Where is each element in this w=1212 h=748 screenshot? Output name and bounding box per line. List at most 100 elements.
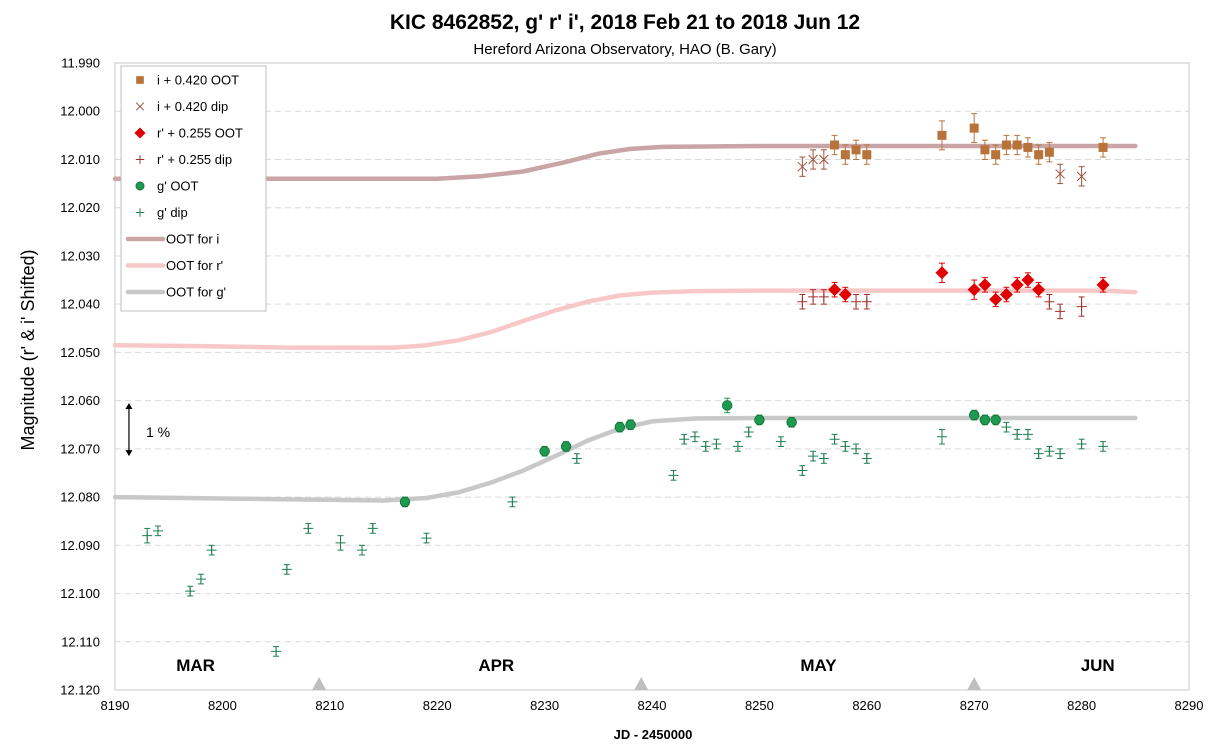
x-tick-label: 8290 — [1175, 698, 1204, 713]
legend-label: OOT for r' — [166, 258, 223, 273]
data-point — [152, 525, 163, 536]
data-point — [357, 545, 368, 556]
series-group — [797, 289, 1087, 320]
data-point — [1055, 306, 1066, 317]
data-point — [808, 154, 818, 165]
data-point — [560, 441, 572, 452]
month-label: APR — [478, 656, 514, 675]
y-tick-label: 12.080 — [60, 490, 100, 505]
data-point — [335, 537, 346, 548]
data-point — [818, 154, 829, 165]
x-tick-label: 8210 — [315, 698, 344, 713]
x-tick-label: 8190 — [101, 698, 130, 713]
data-point — [840, 150, 850, 160]
legend-label: i + 0.420 OOT — [157, 73, 239, 88]
data-point — [679, 434, 690, 445]
data-point — [614, 421, 625, 433]
legend-label: g' OOT — [157, 179, 199, 194]
month-label: MAR — [176, 656, 215, 675]
month-labels: MAR APR MAY JUN — [176, 656, 1115, 675]
data-point — [829, 434, 840, 445]
y-tick-label: 12.010 — [60, 152, 100, 167]
data-point — [1012, 140, 1022, 150]
data-point — [861, 453, 872, 464]
scale-bar: 1 % — [125, 403, 170, 457]
y-tick-label: 12.060 — [60, 393, 100, 408]
legend-label: g' dip — [157, 205, 188, 220]
data-point — [399, 496, 411, 508]
data-point — [936, 431, 947, 442]
plot-area-border — [114, 62, 1190, 691]
gridlines — [115, 110, 1189, 643]
data-point — [1098, 142, 1108, 152]
legend-label: OOT for i — [166, 232, 219, 247]
data-point — [711, 439, 722, 450]
x-tick-label: 8220 — [423, 698, 452, 713]
legend-swatch — [135, 155, 145, 164]
data-marks — [142, 113, 1110, 657]
y-tick-label: 12.110 — [61, 634, 100, 649]
data-point — [1023, 142, 1033, 152]
data-point — [1076, 301, 1087, 312]
y-tick-label: 12.100 — [60, 586, 100, 601]
data-point — [367, 523, 378, 534]
data-point — [935, 266, 949, 280]
data-point — [808, 291, 819, 302]
data-point — [1001, 140, 1011, 150]
data-point — [185, 586, 196, 597]
data-point — [775, 436, 786, 447]
y-tick-label: 12.090 — [60, 538, 100, 553]
data-point — [840, 441, 851, 452]
data-point — [303, 523, 314, 534]
data-point — [969, 123, 979, 133]
x-tick-label: 8250 — [745, 698, 774, 713]
data-point — [980, 145, 990, 155]
data-point — [1033, 448, 1044, 459]
data-point — [689, 431, 700, 442]
data-point — [1044, 446, 1055, 457]
y-tick-label: 12.050 — [60, 345, 100, 360]
legend-swatch — [135, 102, 145, 111]
y-tick-label: 11.990 — [61, 56, 100, 71]
data-point — [862, 150, 872, 160]
data-point — [1021, 273, 1035, 287]
data-point — [1096, 278, 1110, 292]
data-point — [818, 453, 829, 464]
legend-label: i + 0.420 dip — [157, 99, 228, 114]
data-point — [838, 288, 852, 302]
legend-box — [120, 65, 267, 312]
data-point — [797, 161, 808, 172]
scale-bar-label: 1 % — [146, 424, 170, 440]
data-point — [206, 545, 217, 556]
legend-label: r' + 0.255 dip — [157, 152, 232, 167]
series-group — [399, 397, 1001, 508]
data-point — [979, 414, 991, 426]
data-point — [421, 533, 432, 544]
x-tick-label: 8260 — [852, 698, 881, 713]
month-marker-triangle — [634, 677, 649, 690]
month-marker-triangle — [312, 677, 327, 690]
data-point — [861, 296, 872, 307]
legend-swatch — [135, 208, 145, 217]
y-tick-label: 12.020 — [60, 200, 100, 215]
data-point — [1034, 150, 1044, 160]
x-tick-label: 8270 — [960, 698, 989, 713]
data-point — [990, 414, 1001, 426]
legend-swatch — [134, 127, 146, 139]
data-point — [991, 150, 1001, 160]
data-point — [797, 465, 808, 476]
data-point — [743, 426, 754, 437]
series-group — [797, 149, 1087, 187]
data-point — [851, 145, 861, 155]
month-label: JUN — [1081, 656, 1115, 675]
scale-bar-arrow-up — [125, 403, 133, 410]
data-point — [195, 574, 206, 585]
data-point — [732, 441, 743, 452]
data-point — [851, 296, 862, 307]
data-point — [797, 296, 808, 307]
data-point — [1055, 169, 1065, 179]
data-point — [754, 414, 765, 426]
y-tick-label: 12.000 — [60, 104, 100, 119]
data-point — [281, 564, 292, 575]
data-point — [937, 130, 947, 140]
